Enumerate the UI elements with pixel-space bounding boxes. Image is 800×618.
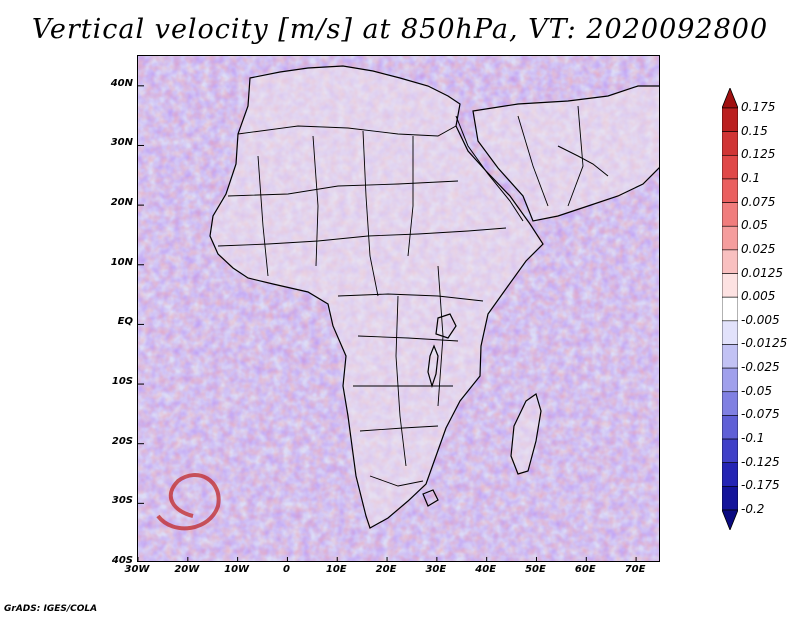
red-sea [455, 115, 524, 222]
colorbar-label: 0.1 [741, 170, 761, 185]
lesotho [422, 489, 439, 507]
lat-tick-label: 20N [110, 197, 133, 209]
lon-tick-label: 60E [574, 564, 596, 575]
colorbar-label: -0.005 [741, 312, 780, 327]
colorbar-segment [722, 178, 738, 203]
colorbar-segment [722, 367, 738, 393]
colorbar-segment [722, 486, 738, 511]
gulf-coast [557, 145, 609, 177]
lat-tick-label: 10N [110, 256, 133, 268]
colorbar-label: -0.125 [741, 454, 780, 469]
lon-tick-label: 10E [325, 564, 347, 575]
colorbar-label: -0.2 [741, 502, 765, 516]
lake-tanganyika [427, 344, 439, 389]
lon-tick-label: 20W [174, 564, 200, 575]
colorbar-label: 0.175 [741, 100, 776, 114]
lat-tick-label: 20S [111, 435, 133, 447]
colorbar-label: 0.05 [741, 218, 768, 233]
lon-tick-label: 0 [282, 564, 290, 575]
colorbar-top-arrow [722, 88, 738, 109]
colorbar-label: 0.15 [741, 123, 768, 138]
colorbar-bottom-arrow [722, 509, 738, 530]
colorbar-segment [722, 462, 738, 487]
colorbar-label: -0.025 [741, 360, 780, 375]
colorbar-label: 0.125 [741, 147, 776, 162]
lat-tick-label: 30S [111, 495, 133, 507]
colorbar-label: 0.025 [741, 241, 776, 256]
africa-landmass [209, 65, 544, 529]
madagascar [510, 393, 542, 475]
colorbar-segment [722, 202, 738, 227]
colorbar-label: -0.075 [741, 407, 780, 422]
colorbar-segment [722, 391, 738, 416]
colorbar-label: -0.0125 [741, 336, 788, 351]
colorbar-segment [722, 273, 738, 298]
map-frame [137, 55, 660, 562]
credit-text: GrADS: IGES/COLA [4, 604, 98, 614]
lon-tick-label: 30E [425, 564, 447, 575]
cyclone-swirl [156, 473, 221, 531]
colorbar-segment [722, 154, 738, 180]
lake-victoria [435, 313, 457, 339]
lat-tick-label: 40N [110, 77, 133, 89]
lon-tick-label: 20E [375, 564, 397, 575]
lon-tick-label: 70E [624, 564, 646, 575]
colorbar-label: 0.0125 [741, 265, 783, 280]
colorbar-segment [722, 249, 738, 274]
colorbar-label: -0.175 [741, 478, 780, 493]
chart-title: Vertical velocity [m/s] at 850hPa, VT: 2… [31, 14, 769, 45]
colorbar-label: 0.075 [741, 194, 776, 209]
colorbar-label: 0.005 [741, 289, 776, 304]
lon-tick-label: 40E [475, 564, 497, 575]
lon-tick-label: 50E [525, 564, 546, 575]
lat-tick-label: 40S [111, 555, 133, 566]
lat-tick-label: 30N [110, 137, 133, 149]
lat-tick-label: EQ [117, 316, 133, 328]
colorbar-segment [722, 296, 738, 322]
lon-tick-label: 10W [224, 564, 250, 575]
colorbar-label: -0.05 [741, 383, 773, 398]
colorbar-segment [722, 320, 738, 345]
colorbar-segment [722, 415, 738, 440]
colorbar-segment [722, 438, 738, 464]
colorbar [722, 88, 738, 530]
lat-tick-label: 10S [111, 376, 133, 388]
colorbar-segment [722, 344, 738, 369]
map-canvas [138, 56, 659, 561]
colorbar-segment [722, 131, 738, 156]
colorbar-segment [722, 225, 738, 251]
colorbar-label: -0.1 [741, 431, 765, 446]
colorbar-segment [722, 107, 738, 132]
grid-ticks [138, 85, 637, 561]
lon-tick-label: 30W [124, 564, 150, 575]
